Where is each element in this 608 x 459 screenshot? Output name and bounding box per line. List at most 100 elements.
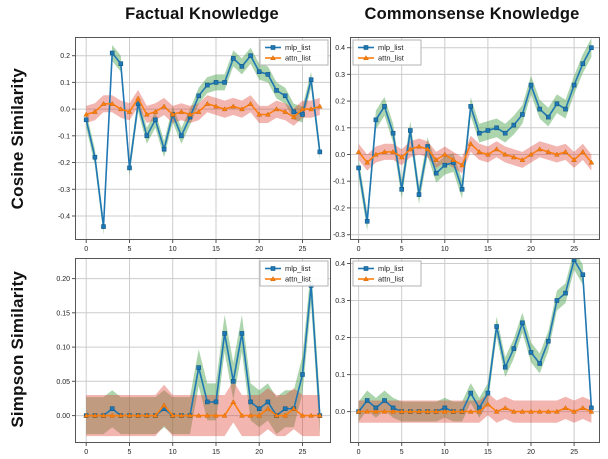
legend-label: mlp_list	[285, 43, 311, 52]
plot-border	[350, 258, 600, 443]
y-tick-label: -0.2	[58, 160, 70, 167]
line-mlp_list	[85, 50, 321, 227]
plot-border	[75, 258, 331, 443]
legend-label: attn_list	[378, 275, 405, 284]
confidence-band-mlp_list	[86, 266, 320, 435]
plot-data	[83, 45, 323, 235]
legend-box	[259, 39, 329, 66]
y-tick-label: 0.10	[56, 345, 70, 352]
y-tick-label: 0.0	[60, 107, 70, 114]
chart-svg: 0 5 10 15 20 25 0.4 0.3 0.2 0.1 0.0 mlp_list attn_li…	[335, 258, 600, 456]
y-tick-label: -0.1	[333, 179, 345, 186]
x-tick-label: 25	[570, 449, 578, 456]
legend-box	[352, 260, 422, 287]
legend-box	[352, 39, 422, 66]
x-tick-label: 5	[128, 449, 132, 456]
line-attn_list	[86, 400, 320, 417]
chart-simpson-commonsense: 0 5 10 15 20 25 0.4 0.3 0.2 0.1 0.0 mlp_list attn_li…	[335, 258, 600, 456]
row-label-cosine-text: Cosine Similarity	[8, 67, 27, 210]
x-tick-label: 20	[255, 449, 263, 456]
y-tick-label: -0.3	[333, 232, 345, 239]
axis-ticks-and-labels: 0 5 10 15 20 25 0.20 0.15 0.10 0.05 0.00	[56, 276, 306, 456]
x-tick-label: 20	[255, 246, 263, 253]
line-attn_list	[358, 403, 592, 413]
legend-label: attn_list	[378, 54, 405, 63]
y-tick-label: 0.1	[335, 372, 345, 379]
y-tick-label: 0.0	[335, 152, 345, 159]
x-tick-label: 0	[84, 449, 88, 456]
line-mlp_list	[357, 47, 593, 222]
x-tick-label: 15	[484, 449, 492, 456]
chart-svg: 0 5 10 15 20 25 0.4 0.3 0.2 0.1 0.0 -0.1 -0.2 -0.3 mlp…	[333, 37, 600, 253]
legend: mlp_list attn_list	[259, 39, 329, 66]
x-tick-label: 20	[527, 449, 535, 456]
x-tick-label: 5	[128, 246, 132, 253]
plot-data	[355, 258, 595, 423]
x-tick-label: 5	[400, 449, 404, 456]
axis-ticks-and-labels: 0 5 10 15 20 25 0.4 0.3 0.2 0.1 0.0 -0.1 -0.2 -0.3	[333, 45, 578, 253]
y-tick-label: 0.00	[56, 413, 70, 420]
y-tick-label: 0.1	[60, 80, 70, 87]
chart-cosine-commonsense: 0 5 10 15 20 25 0.4 0.3 0.2 0.1 0.0 -0.1 -0.2 -0.3 mlp…	[333, 37, 600, 253]
confidence-band-mlp_list	[358, 258, 592, 422]
x-tick-label: 10	[441, 449, 449, 456]
legend-box	[259, 260, 329, 287]
y-tick-label: 0.4	[335, 261, 345, 268]
y-tick-label: 0.05	[56, 379, 70, 386]
chart-svg: 0 5 10 15 20 25 0.20 0.15 0.10 0.05 0.00 mlp_listat…	[56, 258, 331, 456]
markers-attn_list	[355, 140, 595, 168]
column-title-commonsense: Commonsense Knowledge	[364, 5, 580, 23]
gridlines	[350, 37, 600, 240]
x-tick-label: 25	[299, 246, 307, 253]
x-tick-label: 5	[400, 246, 404, 253]
row-label-cosine-similarity: Cosine Similarity	[0, 37, 36, 240]
chart-svg: 0 5 10 15 20 25 0.2 0.1 0.0 -0.1 -0.2 -0.3 -0.4 mlp_l…	[58, 37, 331, 253]
legend: mlp_list attn_list	[352, 39, 422, 66]
axis-ticks-and-labels: 0 5 10 15 20 25 0.2 0.1 0.0 -0.1 -0.2 -0.3 -0.4	[58, 53, 307, 253]
row-label-simpson-similarity: Simpson Similarity	[0, 248, 36, 450]
y-tick-label: 0.3	[335, 72, 345, 79]
legend-label: mlp_list	[378, 264, 404, 273]
y-tick-label: 0.4	[335, 45, 345, 52]
axis-ticks-and-labels: 0 5 10 15 20 25 0.4 0.3 0.2 0.1 0.0	[335, 261, 578, 456]
markers-attn_list	[83, 398, 323, 418]
plot-border	[350, 37, 600, 240]
column-title-factual: Factual Knowledge	[125, 5, 279, 23]
plot-border	[75, 37, 331, 240]
x-tick-label: 0	[357, 449, 361, 456]
legend-label: attn_list	[285, 275, 312, 284]
row-label-simpson-text: Simpson Similarity	[8, 270, 27, 428]
line-attn_list	[85, 96, 321, 119]
y-tick-label: 0.3	[335, 298, 345, 305]
markers-attn_list	[355, 401, 595, 414]
y-tick-label: 0.15	[56, 310, 70, 317]
y-tick-label: -0.2	[333, 205, 345, 212]
plot-data	[355, 38, 595, 231]
x-tick-label: 15	[212, 246, 220, 253]
y-tick-label: 0.1	[335, 125, 345, 132]
y-tick-label: 0.2	[335, 99, 345, 106]
plot-data	[83, 266, 323, 437]
y-tick-label: 0.20	[56, 276, 70, 283]
x-tick-label: 10	[169, 449, 177, 456]
confidence-band-attn_list	[358, 393, 592, 423]
y-tick-label: 0.2	[335, 335, 345, 342]
x-tick-label: 15	[484, 246, 492, 253]
x-tick-label: 10	[441, 246, 449, 253]
y-tick-label: -0.4	[58, 214, 70, 221]
confidence-band-attn_list	[358, 135, 592, 174]
x-tick-label: 15	[212, 449, 220, 456]
y-tick-label: 0.0	[335, 409, 345, 416]
legend-label: mlp_list	[378, 43, 404, 52]
y-tick-label: -0.3	[58, 187, 70, 194]
legend-label: attn_list	[285, 54, 312, 63]
markers-attn_list	[83, 95, 323, 120]
legend-label: mlp_list	[285, 264, 311, 273]
y-tick-label: -0.1	[58, 133, 70, 140]
line-mlp_list	[357, 258, 593, 413]
line-attn_list	[357, 142, 593, 167]
confidence-band-attn_list	[86, 381, 320, 437]
x-tick-label: 25	[299, 449, 307, 456]
